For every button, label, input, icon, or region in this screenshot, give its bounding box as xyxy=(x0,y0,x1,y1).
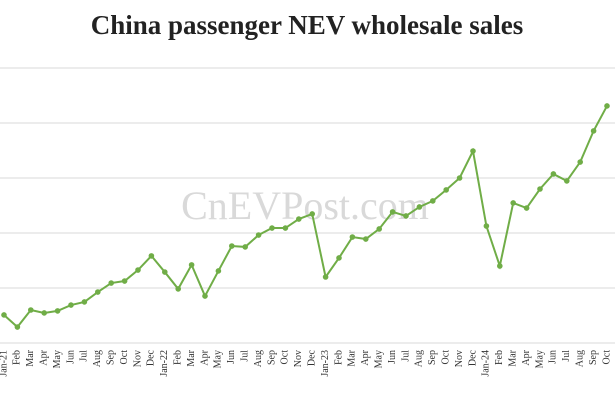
x-tick-label: Apr xyxy=(521,349,532,365)
data-point xyxy=(255,232,262,238)
data-point xyxy=(430,198,436,204)
data-point xyxy=(510,200,516,206)
data-point xyxy=(28,307,34,313)
data-point xyxy=(108,280,114,286)
x-tick-label: Dec xyxy=(306,349,317,366)
x-tick-label: Aug xyxy=(574,350,585,367)
x-tick-label: Feb xyxy=(494,350,505,365)
x-tick-label: Oct xyxy=(440,350,451,365)
data-point xyxy=(229,243,235,249)
data-point xyxy=(41,310,47,316)
x-tick-label: Jul xyxy=(239,350,250,362)
data-point xyxy=(389,209,396,215)
x-tick-label: Jul xyxy=(400,350,411,362)
data-point xyxy=(202,293,208,299)
data-point xyxy=(564,178,570,184)
x-tick-label: May xyxy=(52,350,63,368)
data-point xyxy=(121,278,128,284)
x-tick-label: Mar xyxy=(507,349,518,366)
data-point xyxy=(497,263,503,269)
x-tick-label: Dec xyxy=(467,349,478,366)
data-point xyxy=(175,286,181,292)
x-tick-label: Feb xyxy=(12,350,23,365)
x-tick-label: Jun xyxy=(65,350,76,364)
data-point xyxy=(363,236,369,242)
x-tick-label: Sep xyxy=(105,350,116,365)
data-point xyxy=(376,226,383,232)
data-point xyxy=(523,205,530,211)
data-point xyxy=(309,211,316,217)
series-line xyxy=(3,105,608,329)
x-tick-label: Dec xyxy=(146,349,157,366)
data-point xyxy=(577,159,583,165)
data-point xyxy=(282,225,289,231)
x-tick-label: Apr xyxy=(199,349,210,365)
x-tick-label: Jan-22 xyxy=(159,350,170,377)
data-point xyxy=(68,302,74,308)
x-tick-label: Apr xyxy=(360,349,371,365)
data-point xyxy=(162,269,168,275)
watermark: CnEVPost.com xyxy=(181,183,429,228)
x-tick-label: Jan-21 xyxy=(0,350,9,377)
data-point xyxy=(349,234,356,240)
x-tick-label: Jul xyxy=(561,350,572,362)
x-tick-label: May xyxy=(373,350,384,368)
x-tick-label: Mar xyxy=(25,349,36,366)
x-tick-label: Jul xyxy=(79,350,90,362)
x-tick-label: Nov xyxy=(454,350,465,367)
data-point xyxy=(416,204,423,210)
x-tick-label: Aug xyxy=(253,350,264,367)
data-point xyxy=(188,262,195,268)
x-tick-label: May xyxy=(213,350,224,368)
data-point xyxy=(148,253,155,259)
data-point xyxy=(483,223,490,229)
data-point xyxy=(590,128,597,134)
x-tick-label: Jan-23 xyxy=(320,350,331,377)
x-tick-label: May xyxy=(534,350,545,368)
data-point xyxy=(336,255,342,261)
x-tick-label: Jun xyxy=(226,350,237,364)
x-tick-label: Aug xyxy=(414,350,425,367)
x-tick-label: Feb xyxy=(172,350,183,365)
data-point xyxy=(296,216,302,222)
x-tick-label: Jun xyxy=(387,350,398,364)
data-point xyxy=(242,244,248,250)
x-tick-label: Jun xyxy=(548,350,559,364)
x-tick-label: Mar xyxy=(186,349,197,366)
x-tick-label: Mar xyxy=(347,349,358,366)
data-point xyxy=(604,103,610,109)
data-point xyxy=(95,289,101,295)
data-point xyxy=(1,312,7,318)
x-tick-label: Sep xyxy=(588,350,599,365)
data-point xyxy=(537,186,543,192)
data-point xyxy=(135,267,141,273)
data-point xyxy=(456,175,463,181)
x-tick-label: Jan-24 xyxy=(481,350,492,377)
x-tick-label: Oct xyxy=(601,350,612,365)
data-point xyxy=(269,225,275,231)
data-point xyxy=(470,148,476,154)
data-point xyxy=(14,324,21,330)
data-point xyxy=(403,213,409,219)
x-tick-label: Sep xyxy=(266,350,277,365)
x-tick-label: Sep xyxy=(427,350,438,365)
chart-title: China passenger NEV wholesale sales xyxy=(91,10,524,40)
x-tick-label: Oct xyxy=(280,350,291,365)
x-tick-label: Feb xyxy=(333,350,344,365)
x-tick-label: Nov xyxy=(293,350,304,367)
data-point xyxy=(215,268,222,274)
x-tick-label: Aug xyxy=(92,350,103,367)
data-point xyxy=(443,187,450,193)
data-point xyxy=(81,299,88,305)
data-point xyxy=(322,274,329,280)
x-tick-label: Apr xyxy=(38,349,49,365)
x-tick-label: Oct xyxy=(119,350,130,365)
data-point xyxy=(54,308,61,314)
data-point xyxy=(550,171,557,177)
x-tick-label: Nov xyxy=(132,350,143,367)
